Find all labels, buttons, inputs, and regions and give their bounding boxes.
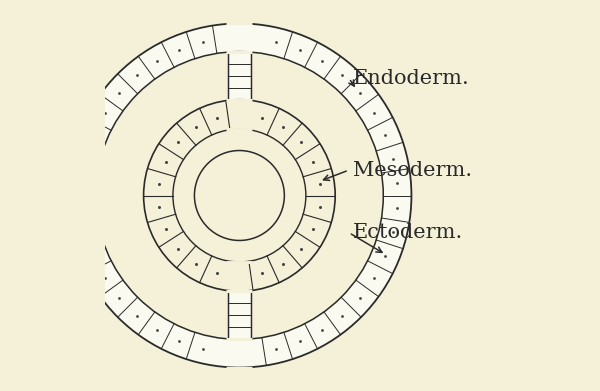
Polygon shape <box>227 291 251 339</box>
Circle shape <box>194 151 284 240</box>
Circle shape <box>173 129 306 262</box>
Text: Endoderm.: Endoderm. <box>353 69 470 88</box>
Polygon shape <box>227 52 251 100</box>
Text: Mesoderm.: Mesoderm. <box>353 161 472 179</box>
Circle shape <box>67 23 412 368</box>
Text: Ectoderm.: Ectoderm. <box>353 223 463 242</box>
Circle shape <box>143 100 335 291</box>
Circle shape <box>95 52 383 339</box>
